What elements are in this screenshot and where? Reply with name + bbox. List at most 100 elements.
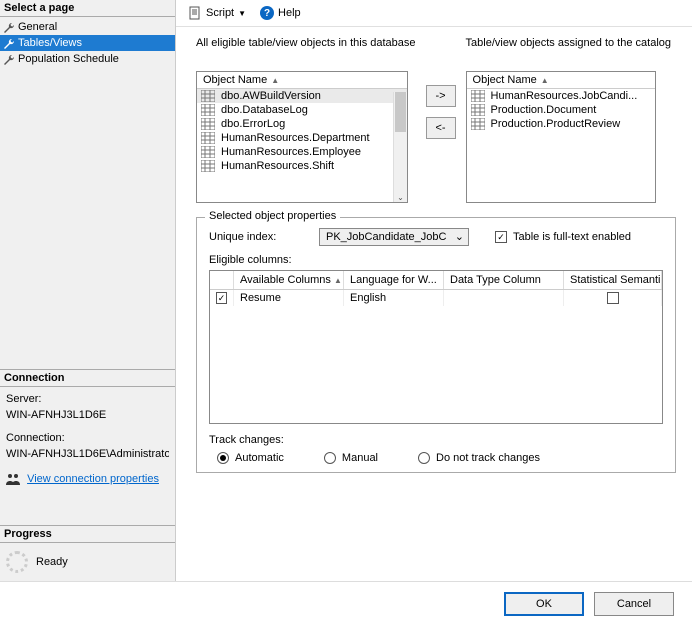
- list-item[interactable]: Production.Document: [467, 103, 655, 117]
- table-icon: [201, 104, 215, 116]
- table-header-row: Available Columns ▲ Language for W... Da…: [210, 271, 662, 290]
- track-none-radio[interactable]: Do not track changes: [418, 452, 540, 464]
- checkbox-label: Table is full-text enabled: [513, 231, 631, 243]
- scrollbar-thumb[interactable]: [395, 92, 406, 132]
- track-manual-radio[interactable]: Manual: [324, 452, 378, 464]
- dialog-footer: OK Cancel: [0, 581, 692, 626]
- progress-status: Ready: [36, 556, 68, 568]
- connection-value: WIN-AFNHJ3L1D6E\Administrator: [6, 446, 169, 463]
- nav-label: Population Schedule: [18, 53, 119, 65]
- table-icon: [201, 118, 215, 130]
- track-changes-label: Track changes:: [209, 434, 663, 446]
- nav-label: Tables/Views: [18, 37, 82, 49]
- table-row[interactable]: ✓ Resume English: [210, 290, 662, 306]
- radio-label: Automatic: [235, 452, 284, 464]
- col-header[interactable]: Data Type Column: [444, 271, 564, 289]
- row-checkbox[interactable]: ✓: [216, 292, 227, 304]
- help-label: Help: [278, 7, 301, 19]
- select-page-header: Select a page: [0, 0, 175, 17]
- selected-object-properties-group: Selected object properties Unique index:…: [196, 217, 676, 473]
- item-label: dbo.ErrorLog: [221, 118, 285, 130]
- cell-datatype: [444, 290, 564, 306]
- track-auto-radio[interactable]: Automatic: [217, 452, 284, 464]
- nav-item-population-schedule[interactable]: Population Schedule: [0, 51, 175, 67]
- assigned-objects-list[interactable]: Object Name ▲ HumanResources.JobCandi...: [466, 71, 656, 203]
- nav-item-tables-views[interactable]: Tables/Views: [0, 35, 175, 51]
- eligible-objects-label: All eligible table/view objects in this …: [196, 37, 416, 67]
- radio-icon: [418, 452, 430, 464]
- move-right-button[interactable]: ->: [426, 85, 456, 107]
- sort-asc-icon: ▲: [541, 76, 549, 85]
- server-label: Server:: [6, 391, 169, 408]
- list-item[interactable]: Production.ProductReview: [467, 117, 655, 131]
- wrench-icon: [3, 54, 15, 66]
- view-connection-properties-link[interactable]: View connection properties: [27, 473, 159, 485]
- combo-value: PK_JobCandidate_JobC: [326, 231, 446, 243]
- item-label: Production.ProductReview: [491, 118, 621, 130]
- connection-section: Server: WIN-AFNHJ3L1D6E Connection: WIN-…: [0, 387, 175, 496]
- table-icon: [471, 118, 485, 130]
- table-icon: [201, 90, 215, 102]
- table-icon: [201, 160, 215, 172]
- item-label: HumanResources.Employee: [221, 146, 361, 158]
- list-item[interactable]: dbo.ErrorLog: [197, 117, 407, 131]
- script-button[interactable]: Script ▼: [184, 4, 250, 22]
- table-icon: [471, 104, 485, 116]
- ok-button[interactable]: OK: [504, 592, 584, 616]
- radio-icon: [217, 452, 229, 464]
- col-header[interactable]: Available Columns: [240, 274, 331, 286]
- unique-index-combo[interactable]: PK_JobCandidate_JobC: [319, 228, 469, 246]
- spinner-icon: [6, 551, 28, 573]
- progress-section: Ready: [0, 543, 175, 581]
- item-label: dbo.AWBuildVersion: [221, 90, 321, 102]
- sort-asc-icon: ▲: [271, 76, 279, 85]
- header-text: Object Name: [203, 74, 267, 86]
- list-header[interactable]: Object Name ▲: [467, 72, 655, 89]
- cell-language: English: [344, 290, 444, 306]
- eligible-columns-table[interactable]: Available Columns ▲ Language for W... Da…: [209, 270, 663, 424]
- header-text: Object Name: [473, 74, 537, 86]
- col-header[interactable]: Statistical Semantics: [564, 271, 662, 289]
- radio-label: Manual: [342, 452, 378, 464]
- wrench-icon: [3, 38, 15, 50]
- checkbox-icon: ✓: [495, 231, 507, 243]
- script-icon: [188, 6, 202, 20]
- toolbar: Script ▼ ? Help: [176, 0, 692, 27]
- move-left-button[interactable]: <-: [426, 117, 456, 139]
- list-item[interactable]: HumanResources.JobCandi...: [467, 89, 655, 103]
- scrollbar[interactable]: ⌄: [393, 92, 407, 202]
- list-item[interactable]: dbo.DatabaseLog: [197, 103, 407, 117]
- list-item[interactable]: HumanResources.Employee: [197, 145, 407, 159]
- assigned-objects-label: Table/view objects assigned to the catal…: [466, 37, 671, 67]
- list-item[interactable]: HumanResources.Department: [197, 131, 407, 145]
- connection-label: Connection:: [6, 430, 169, 447]
- nav-label: General: [18, 21, 57, 33]
- dropdown-arrow-icon: ▼: [238, 9, 246, 18]
- radio-icon: [324, 452, 336, 464]
- fulltext-enabled-checkbox[interactable]: ✓ Table is full-text enabled: [495, 231, 631, 243]
- table-icon: [201, 132, 215, 144]
- page-nav: General Tables/Views Population Schedule: [0, 17, 175, 69]
- wrench-icon: [3, 22, 15, 34]
- connection-header: Connection: [0, 369, 175, 387]
- table-icon: [201, 146, 215, 158]
- left-panel: Select a page General Tables/Views Popul…: [0, 0, 176, 581]
- item-label: HumanResources.Shift: [221, 160, 334, 172]
- list-header[interactable]: Object Name ▲: [197, 72, 407, 89]
- scroll-down-icon[interactable]: ⌄: [394, 193, 407, 202]
- col-header[interactable]: Language for W...: [344, 271, 444, 289]
- radio-label: Do not track changes: [436, 452, 540, 464]
- unique-index-label: Unique index:: [209, 231, 309, 243]
- group-title: Selected object properties: [205, 210, 340, 222]
- right-panel: Script ▼ ? Help All eligible table/view …: [176, 0, 692, 581]
- list-item[interactable]: HumanResources.Shift: [197, 159, 407, 173]
- item-label: dbo.DatabaseLog: [221, 104, 308, 116]
- eligible-objects-list[interactable]: Object Name ▲ dbo.AWBuildVersion: [196, 71, 408, 203]
- list-item[interactable]: dbo.AWBuildVersion: [197, 89, 407, 103]
- item-label: Production.Document: [491, 104, 597, 116]
- cancel-button[interactable]: Cancel: [594, 592, 674, 616]
- nav-item-general[interactable]: General: [0, 19, 175, 35]
- stats-checkbox[interactable]: [607, 292, 619, 304]
- table-icon: [471, 90, 485, 102]
- help-button[interactable]: ? Help: [256, 4, 305, 22]
